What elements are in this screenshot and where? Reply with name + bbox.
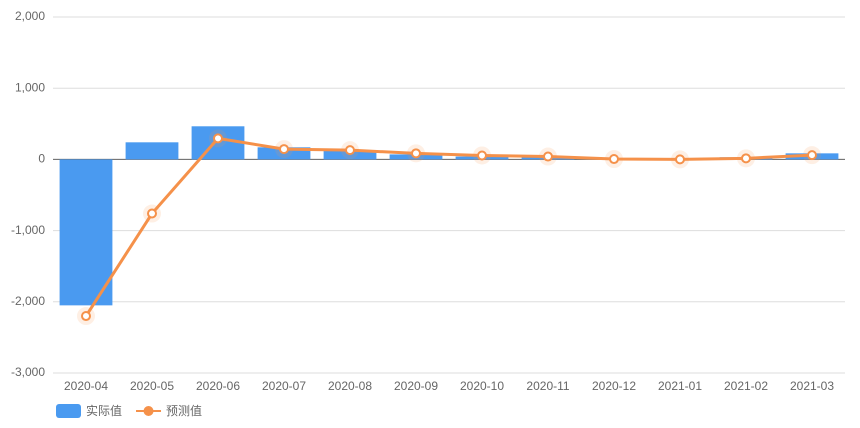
x-tick-label: 2021-02 <box>724 379 768 393</box>
x-tick-label: 2020-08 <box>328 379 372 393</box>
bar <box>125 142 179 160</box>
point <box>213 133 223 144</box>
x-tick-label: 2020-11 <box>526 379 569 393</box>
x-tick-label: 2020-10 <box>460 379 504 393</box>
x-tick-label: 2020-05 <box>130 379 174 393</box>
point <box>477 150 487 161</box>
point <box>147 208 157 219</box>
x-tick-label: 2020-06 <box>196 379 240 393</box>
x-tick-label: 2021-01 <box>658 379 702 393</box>
y-tick-label: -1,000 <box>11 223 45 237</box>
x-tick-label: 2020-12 <box>592 379 636 393</box>
line <box>84 136 813 317</box>
legend-label: 实际值 <box>86 403 122 418</box>
point <box>543 151 553 162</box>
point <box>741 153 751 164</box>
y-tick-label: -2,000 <box>11 294 45 308</box>
x-tick-label: 2020-09 <box>394 379 438 393</box>
x-tick-label: 2020-07 <box>262 379 306 393</box>
point <box>81 311 91 322</box>
legend-swatch <box>143 406 154 416</box>
point <box>675 154 685 165</box>
legend-swatch <box>56 404 81 418</box>
legend-label: 预测值 <box>166 403 202 418</box>
point <box>345 145 355 156</box>
y-tick-label: -3,000 <box>11 365 45 379</box>
y-tick-label: 0 <box>38 152 45 166</box>
y-tick-label: 2,000 <box>15 9 45 23</box>
y-tick-label: 1,000 <box>15 80 45 94</box>
bar <box>59 159 113 306</box>
point <box>807 150 817 161</box>
point <box>279 144 289 155</box>
x-tick-label: 2020-04 <box>64 379 108 393</box>
x-tick-label: 2021-03 <box>790 379 834 393</box>
point <box>609 154 619 165</box>
point <box>411 148 421 159</box>
